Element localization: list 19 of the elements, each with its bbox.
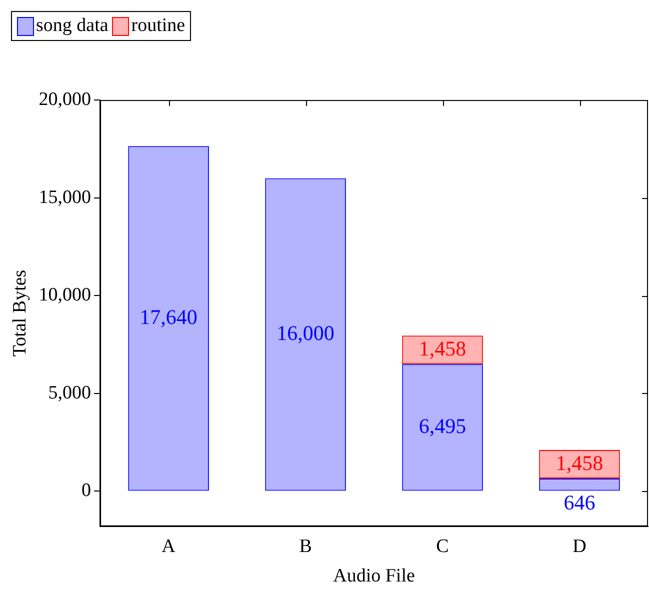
x-tick-label: C — [436, 536, 449, 557]
data-label: 16,000 — [276, 320, 334, 345]
y-tick-label: 20,000 — [38, 88, 92, 110]
x-tick-label: A — [162, 536, 176, 557]
data-label: 17,640 — [140, 304, 198, 329]
legend-label: song data — [36, 15, 108, 37]
data-label: 646 — [564, 490, 596, 515]
y-tick-label: 15,000 — [38, 186, 92, 208]
y-tick-label: 10,000 — [38, 284, 92, 306]
data-label: 1,458 — [556, 450, 604, 475]
data-label: 6,495 — [418, 414, 466, 438]
y-axis-title: Total Bytes — [9, 270, 30, 357]
x-tick-label: D — [572, 536, 586, 557]
y-tick-label: 5,000 — [48, 382, 92, 404]
data-label: 1,458 — [418, 336, 466, 360]
x-tick-label: B — [299, 536, 312, 557]
legend-label: routine — [131, 15, 186, 37]
x-axis-title: Audio File — [333, 566, 415, 587]
y-tick-label: 0 — [82, 480, 92, 502]
